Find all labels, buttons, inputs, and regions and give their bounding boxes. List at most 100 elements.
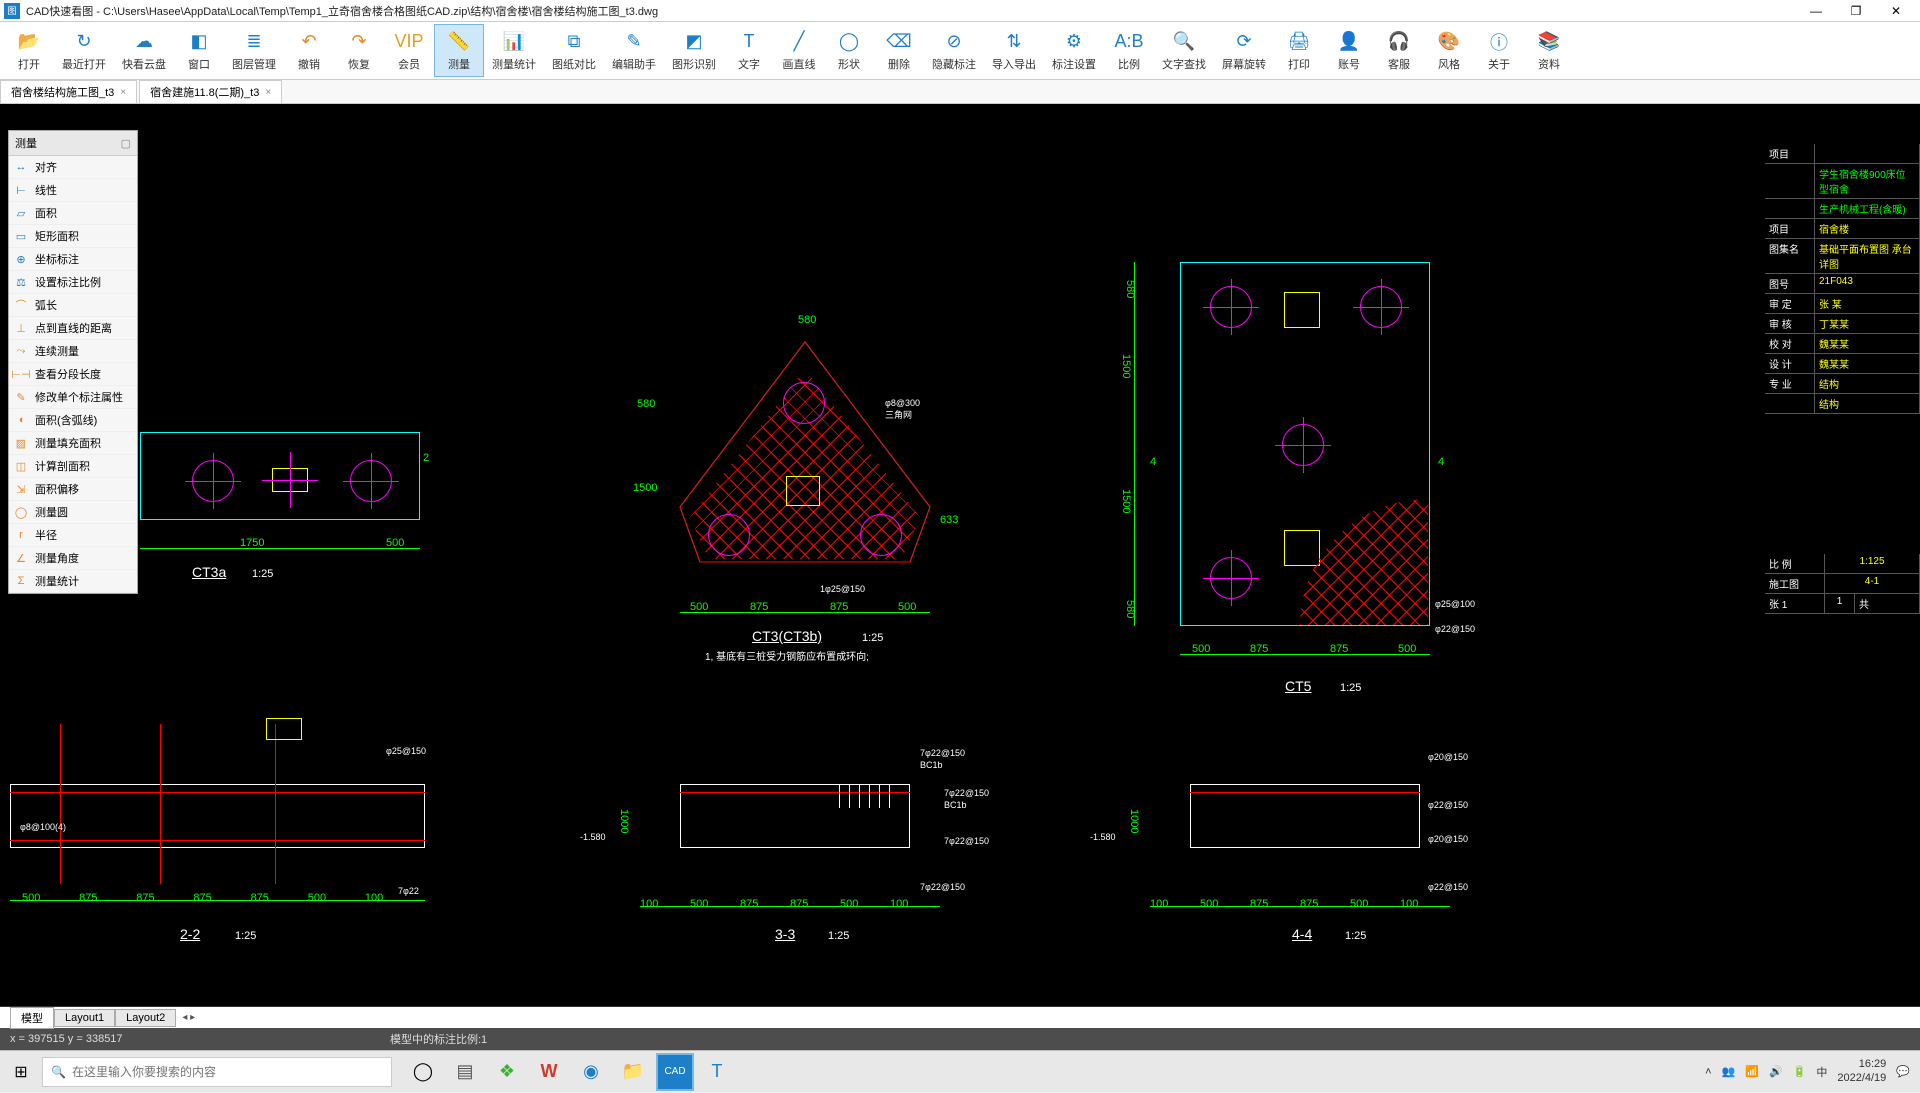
- toolbar-label: 图纸对比: [552, 56, 596, 72]
- dim-label: 500: [1350, 898, 1368, 910]
- toolbar-文字查找[interactable]: 🔍文字查找: [1154, 24, 1214, 77]
- tray-clock[interactable]: 16:29 2022/4/19: [1837, 1058, 1886, 1084]
- tray-chevron-icon[interactable]: ˄: [1705, 1066, 1711, 1078]
- taskbar-app-icon[interactable]: T: [698, 1053, 736, 1091]
- layout-tab-2[interactable]: Layout2: [115, 1009, 176, 1027]
- toolbar-客服[interactable]: 🎧客服: [1374, 24, 1424, 77]
- wps-icon[interactable]: W: [530, 1053, 568, 1091]
- taskbar-search[interactable]: 🔍: [42, 1057, 392, 1087]
- cad-app-icon[interactable]: CAD: [656, 1053, 694, 1091]
- measure-item-对齐[interactable]: ↔对齐: [9, 156, 137, 179]
- measure-item-坐标标注[interactable]: ⊕坐标标注: [9, 248, 137, 271]
- panel-close-icon[interactable]: ▢: [121, 137, 131, 150]
- toolbar-icon: ≣: [242, 30, 266, 54]
- minimize-button[interactable]: —: [1796, 0, 1836, 22]
- toolbar-形状[interactable]: ◯形状: [824, 24, 874, 77]
- toolbar-测量统计[interactable]: 📊测量统计: [484, 24, 544, 77]
- measure-item-测量统计[interactable]: Σ测量统计: [9, 570, 137, 593]
- layout-tab-nav[interactable]: ◂ ▸: [182, 1012, 195, 1023]
- toolbar-风格[interactable]: 🎨风格: [1424, 24, 1474, 77]
- measure-item-连续测量[interactable]: ⤳连续测量: [9, 340, 137, 363]
- dim-label: 875: [193, 892, 211, 904]
- edge-icon[interactable]: ◉: [572, 1053, 610, 1091]
- toolbar-屏幕旋转[interactable]: ⟳屏幕旋转: [1214, 24, 1274, 77]
- titlebar: 图 CAD快速看图 - C:\Users\Hasee\AppData\Local…: [0, 0, 1920, 22]
- toolbar-比例[interactable]: A:B比例: [1104, 24, 1154, 77]
- measure-panel-title: 测量: [15, 135, 37, 151]
- toolbar-图形识别[interactable]: ◩图形识别: [664, 24, 724, 77]
- measure-item-矩形面积[interactable]: ▭矩形面积: [9, 225, 137, 248]
- toolbar-会员[interactable]: VIP会员: [384, 24, 434, 77]
- drawing-area[interactable]: 测量 ▢ ↔对齐⊢线性▱面积▭矩形面积⊕坐标标注⚖设置标注比例⌒弧长⊥点到直线的…: [0, 104, 1920, 1028]
- toolbar-标注设置[interactable]: ⚙标注设置: [1044, 24, 1104, 77]
- measure-item-测量圆[interactable]: ◯测量圆: [9, 501, 137, 524]
- toolbar-快看云盘[interactable]: ☁快看云盘: [114, 24, 174, 77]
- toolbar-关于[interactable]: ⓘ关于: [1474, 24, 1524, 77]
- measure-item-弧长[interactable]: ⌒弧长: [9, 294, 137, 317]
- start-button[interactable]: ⊞: [0, 1051, 42, 1093]
- explorer-icon[interactable]: 📁: [614, 1053, 652, 1091]
- layout-tab-1[interactable]: Layout1: [54, 1009, 115, 1027]
- measure-item-icon: ▨: [13, 435, 29, 451]
- tab-close-icon[interactable]: ×: [265, 87, 271, 98]
- task-view-icon[interactable]: ◯: [404, 1053, 442, 1091]
- info-val: 学生宿舍楼900床位型宿舍: [1815, 164, 1920, 198]
- tray-wifi-icon[interactable]: 📶: [1745, 1065, 1759, 1078]
- toolbar-资料[interactable]: 📚资料: [1524, 24, 1574, 77]
- measure-item-label: 面积: [35, 205, 57, 221]
- measure-item-测量填充面积[interactable]: ▨测量填充面积: [9, 432, 137, 455]
- info-key: 校 对: [1765, 334, 1815, 353]
- measure-item-线性[interactable]: ⊢线性: [9, 179, 137, 202]
- toolbar-删除[interactable]: ⌫删除: [874, 24, 924, 77]
- toolbar-文字[interactable]: T文字: [724, 24, 774, 77]
- toolbar-label: 测量统计: [492, 56, 536, 72]
- measure-item-半径[interactable]: r半径: [9, 524, 137, 547]
- toolbar-恢复[interactable]: ↷恢复: [334, 24, 384, 77]
- toolbar-icon: ◧: [187, 30, 211, 54]
- measure-item-icon: ⊕: [13, 251, 29, 267]
- document-tab[interactable]: 宿舍建施11.8(二期)_t3×: [139, 80, 282, 103]
- wechat-icon[interactable]: ❖: [488, 1053, 526, 1091]
- toolbar-打开[interactable]: 📂打开: [4, 24, 54, 77]
- measure-item-面积[interactable]: ▱面积: [9, 202, 137, 225]
- toolbar-图纸对比[interactable]: ⧉ 图纸对比: [544, 24, 604, 77]
- measure-item-icon: r: [13, 527, 29, 543]
- tray-ime[interactable]: 中: [1816, 1064, 1827, 1080]
- measure-item-设置标注比例[interactable]: ⚖设置标注比例: [9, 271, 137, 294]
- layout-tab-model[interactable]: 模型: [10, 1007, 54, 1029]
- measure-item-label: 测量圆: [35, 504, 68, 520]
- toolbar-最近打开[interactable]: ↻最近打开: [54, 24, 114, 77]
- toolbar-图层管理[interactable]: ≣图层管理: [224, 24, 284, 77]
- toolbar-测量[interactable]: 📏测量: [434, 24, 484, 77]
- maximize-button[interactable]: ❐: [1836, 0, 1876, 22]
- info-val: 21F043: [1815, 274, 1920, 293]
- dim-label: 500: [22, 892, 40, 904]
- measure-item-面积(含弧线)[interactable]: ◖面积(含弧线): [9, 409, 137, 432]
- measure-item-计算剖面积[interactable]: ◫计算剖面积: [9, 455, 137, 478]
- toolbar-隐藏标注[interactable]: ⊘隐藏标注: [924, 24, 984, 77]
- toolbar-导入导出[interactable]: ⇅导入导出: [984, 24, 1044, 77]
- toolbar-撤销[interactable]: ↶撤销: [284, 24, 334, 77]
- search-input[interactable]: [72, 1065, 383, 1079]
- measure-item-点到直线的距离[interactable]: ⊥点到直线的距离: [9, 317, 137, 340]
- toolbar-打印[interactable]: 🖨打印: [1274, 24, 1324, 77]
- tray-volume-icon[interactable]: 🔊: [1769, 1065, 1783, 1078]
- measure-item-面积偏移[interactable]: ⇲面积偏移: [9, 478, 137, 501]
- tab-close-icon[interactable]: ×: [120, 87, 126, 98]
- close-button[interactable]: ✕: [1876, 0, 1916, 22]
- measure-item-测量角度[interactable]: ∠测量角度: [9, 547, 137, 570]
- toolbar-icon: ⧉: [562, 30, 586, 54]
- tab-label: 宿舍楼结构施工图_t3: [11, 84, 114, 100]
- tray-notifications-icon[interactable]: 💬: [1896, 1065, 1910, 1078]
- toolbar-编辑助手[interactable]: ✎编辑助手: [604, 24, 664, 77]
- toolbar-画直线[interactable]: ╱画直线: [774, 24, 824, 77]
- tray-battery-icon[interactable]: 🔋: [1793, 1065, 1807, 1078]
- taskbar-app-icon[interactable]: ▤: [446, 1053, 484, 1091]
- toolbar-账号[interactable]: 👤账号: [1324, 24, 1374, 77]
- tray-people-icon[interactable]: 👥: [1722, 1065, 1736, 1078]
- document-tab[interactable]: 宿舍楼结构施工图_t3 ×: [0, 80, 137, 103]
- toolbar-窗口[interactable]: ◧窗口: [174, 24, 224, 77]
- dim-label: 100: [365, 892, 383, 904]
- measure-item-修改单个标注属性[interactable]: ✎修改单个标注属性: [9, 386, 137, 409]
- measure-item-查看分段长度[interactable]: ⊢⊣查看分段长度: [9, 363, 137, 386]
